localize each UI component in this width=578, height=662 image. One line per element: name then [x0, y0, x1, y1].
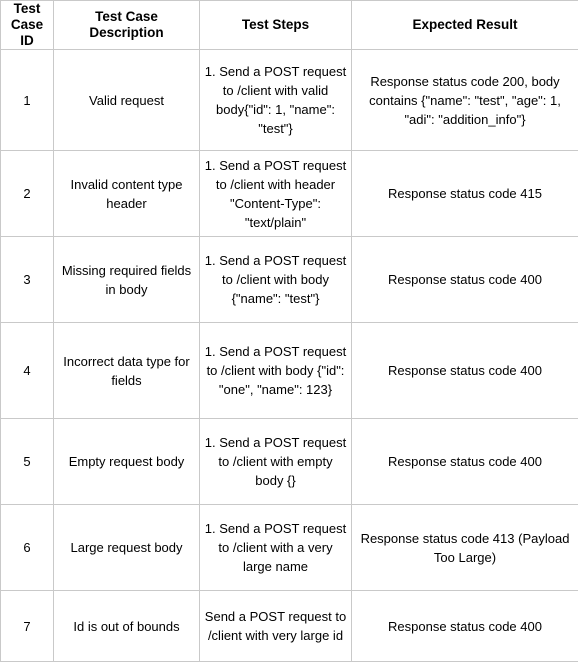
expected-result-cell: Response status code 200, body contains … [352, 50, 578, 151]
expected-result-cell: Response status code 400 [352, 323, 578, 419]
table-row: 4 Incorrect data type for fields 1. Send… [1, 323, 578, 419]
test-case-description-cell: Invalid content type header [54, 151, 200, 237]
test-case-id-cell: 5 [1, 419, 54, 505]
test-case-description-cell: Valid request [54, 50, 200, 151]
test-steps-cell: 1. Send a POST request to /client with b… [200, 323, 352, 419]
test-case-description-cell: Id is out of bounds [54, 591, 200, 662]
table-row: 5 Empty request body 1. Send a POST requ… [1, 419, 578, 505]
test-case-description-cell: Large request body [54, 505, 200, 591]
header-test-steps: Test Steps [200, 1, 352, 50]
header-test-case-description: Test Case Description [54, 1, 200, 50]
test-case-id-cell: 1 [1, 50, 54, 151]
table-row: 2 Invalid content type header 1. Send a … [1, 151, 578, 237]
test-case-id-cell: 2 [1, 151, 54, 237]
test-steps-cell: 1. Send a POST request to /client with v… [200, 50, 352, 151]
test-case-id-cell: 7 [1, 591, 54, 662]
test-case-id-cell: 3 [1, 237, 54, 323]
test-steps-cell: 1. Send a POST request to /client with e… [200, 419, 352, 505]
table-row: 7 Id is out of bounds Send a POST reques… [1, 591, 578, 662]
test-steps-cell: Send a POST request to /client with very… [200, 591, 352, 662]
table-row: 3 Missing required fields in body 1. Sen… [1, 237, 578, 323]
test-case-description-cell: Empty request body [54, 419, 200, 505]
test-steps-cell: 1. Send a POST request to /client with a… [200, 505, 352, 591]
expected-result-cell: Response status code 400 [352, 591, 578, 662]
expected-result-cell: Response status code 400 [352, 419, 578, 505]
header-test-case-id: Test Case ID [1, 1, 54, 50]
test-case-id-cell: 4 [1, 323, 54, 419]
expected-result-cell: Response status code 415 [352, 151, 578, 237]
test-case-description-cell: Missing required fields in body [54, 237, 200, 323]
expected-result-cell: Response status code 413 (Payload Too La… [352, 505, 578, 591]
test-steps-cell: 1. Send a POST request to /client with b… [200, 237, 352, 323]
test-case-description-cell: Incorrect data type for fields [54, 323, 200, 419]
header-row: Test Case ID Test Case Description Test … [1, 1, 578, 50]
table-row: 1 Valid request 1. Send a POST request t… [1, 50, 578, 151]
expected-result-cell: Response status code 400 [352, 237, 578, 323]
test-case-id-cell: 6 [1, 505, 54, 591]
header-expected-result: Expected Result [352, 1, 578, 50]
table-row: 6 Large request body 1. Send a POST requ… [1, 505, 578, 591]
test-steps-cell: 1. Send a POST request to /client with h… [200, 151, 352, 237]
